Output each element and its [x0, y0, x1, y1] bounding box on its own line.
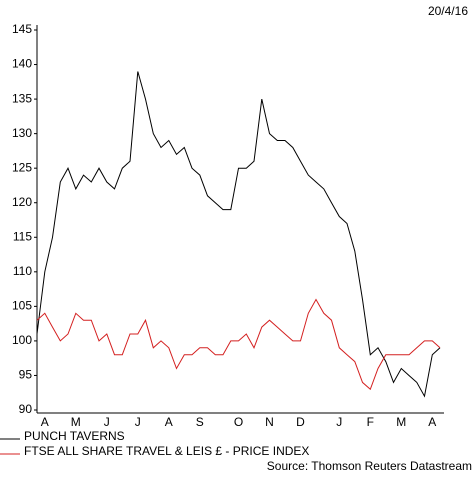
x-tick-label: M — [71, 415, 81, 429]
legend-label: FTSE ALL SHARE TRAVEL & LEIS £ - PRICE I… — [24, 444, 309, 458]
date: 20/4/16 — [428, 4, 468, 18]
series-line — [36, 71, 441, 398]
source: Source: Thomson Reuters Datastream — [267, 459, 472, 473]
y-tick-label: 105 — [12, 299, 32, 313]
y-tick-label: 95 — [19, 368, 33, 382]
x-tick-label: M — [396, 415, 406, 429]
x-tick-label: J — [336, 415, 342, 429]
y-tick-label: 135 — [12, 91, 32, 105]
y-tick-label: 100 — [12, 333, 32, 347]
x-tick-label: J — [135, 415, 141, 429]
y-tick-label: 130 — [12, 126, 32, 140]
y-tick-label: 125 — [12, 160, 32, 174]
y-tick-label: 140 — [12, 57, 32, 71]
x-tick-label: O — [234, 415, 243, 429]
x-tick-label: A — [41, 415, 49, 429]
x-tick-label: F — [367, 415, 374, 429]
y-tick-label: 115 — [13, 229, 32, 243]
series-line — [36, 298, 441, 391]
y-tick-label: 110 — [13, 264, 32, 278]
y-tick-label: 90 — [19, 402, 33, 416]
y-tick-label: 120 — [12, 195, 32, 209]
x-tick-label: N — [265, 415, 274, 429]
x-tick-label: D — [296, 415, 305, 429]
y-tick-label: 145 — [12, 22, 32, 36]
x-tick-label: S — [196, 415, 204, 429]
legend-label: PUNCH TAVERNS — [24, 429, 125, 443]
x-tick-label: J — [104, 415, 110, 429]
x-tick-label: A — [428, 415, 436, 429]
x-tick-label: A — [165, 415, 173, 429]
